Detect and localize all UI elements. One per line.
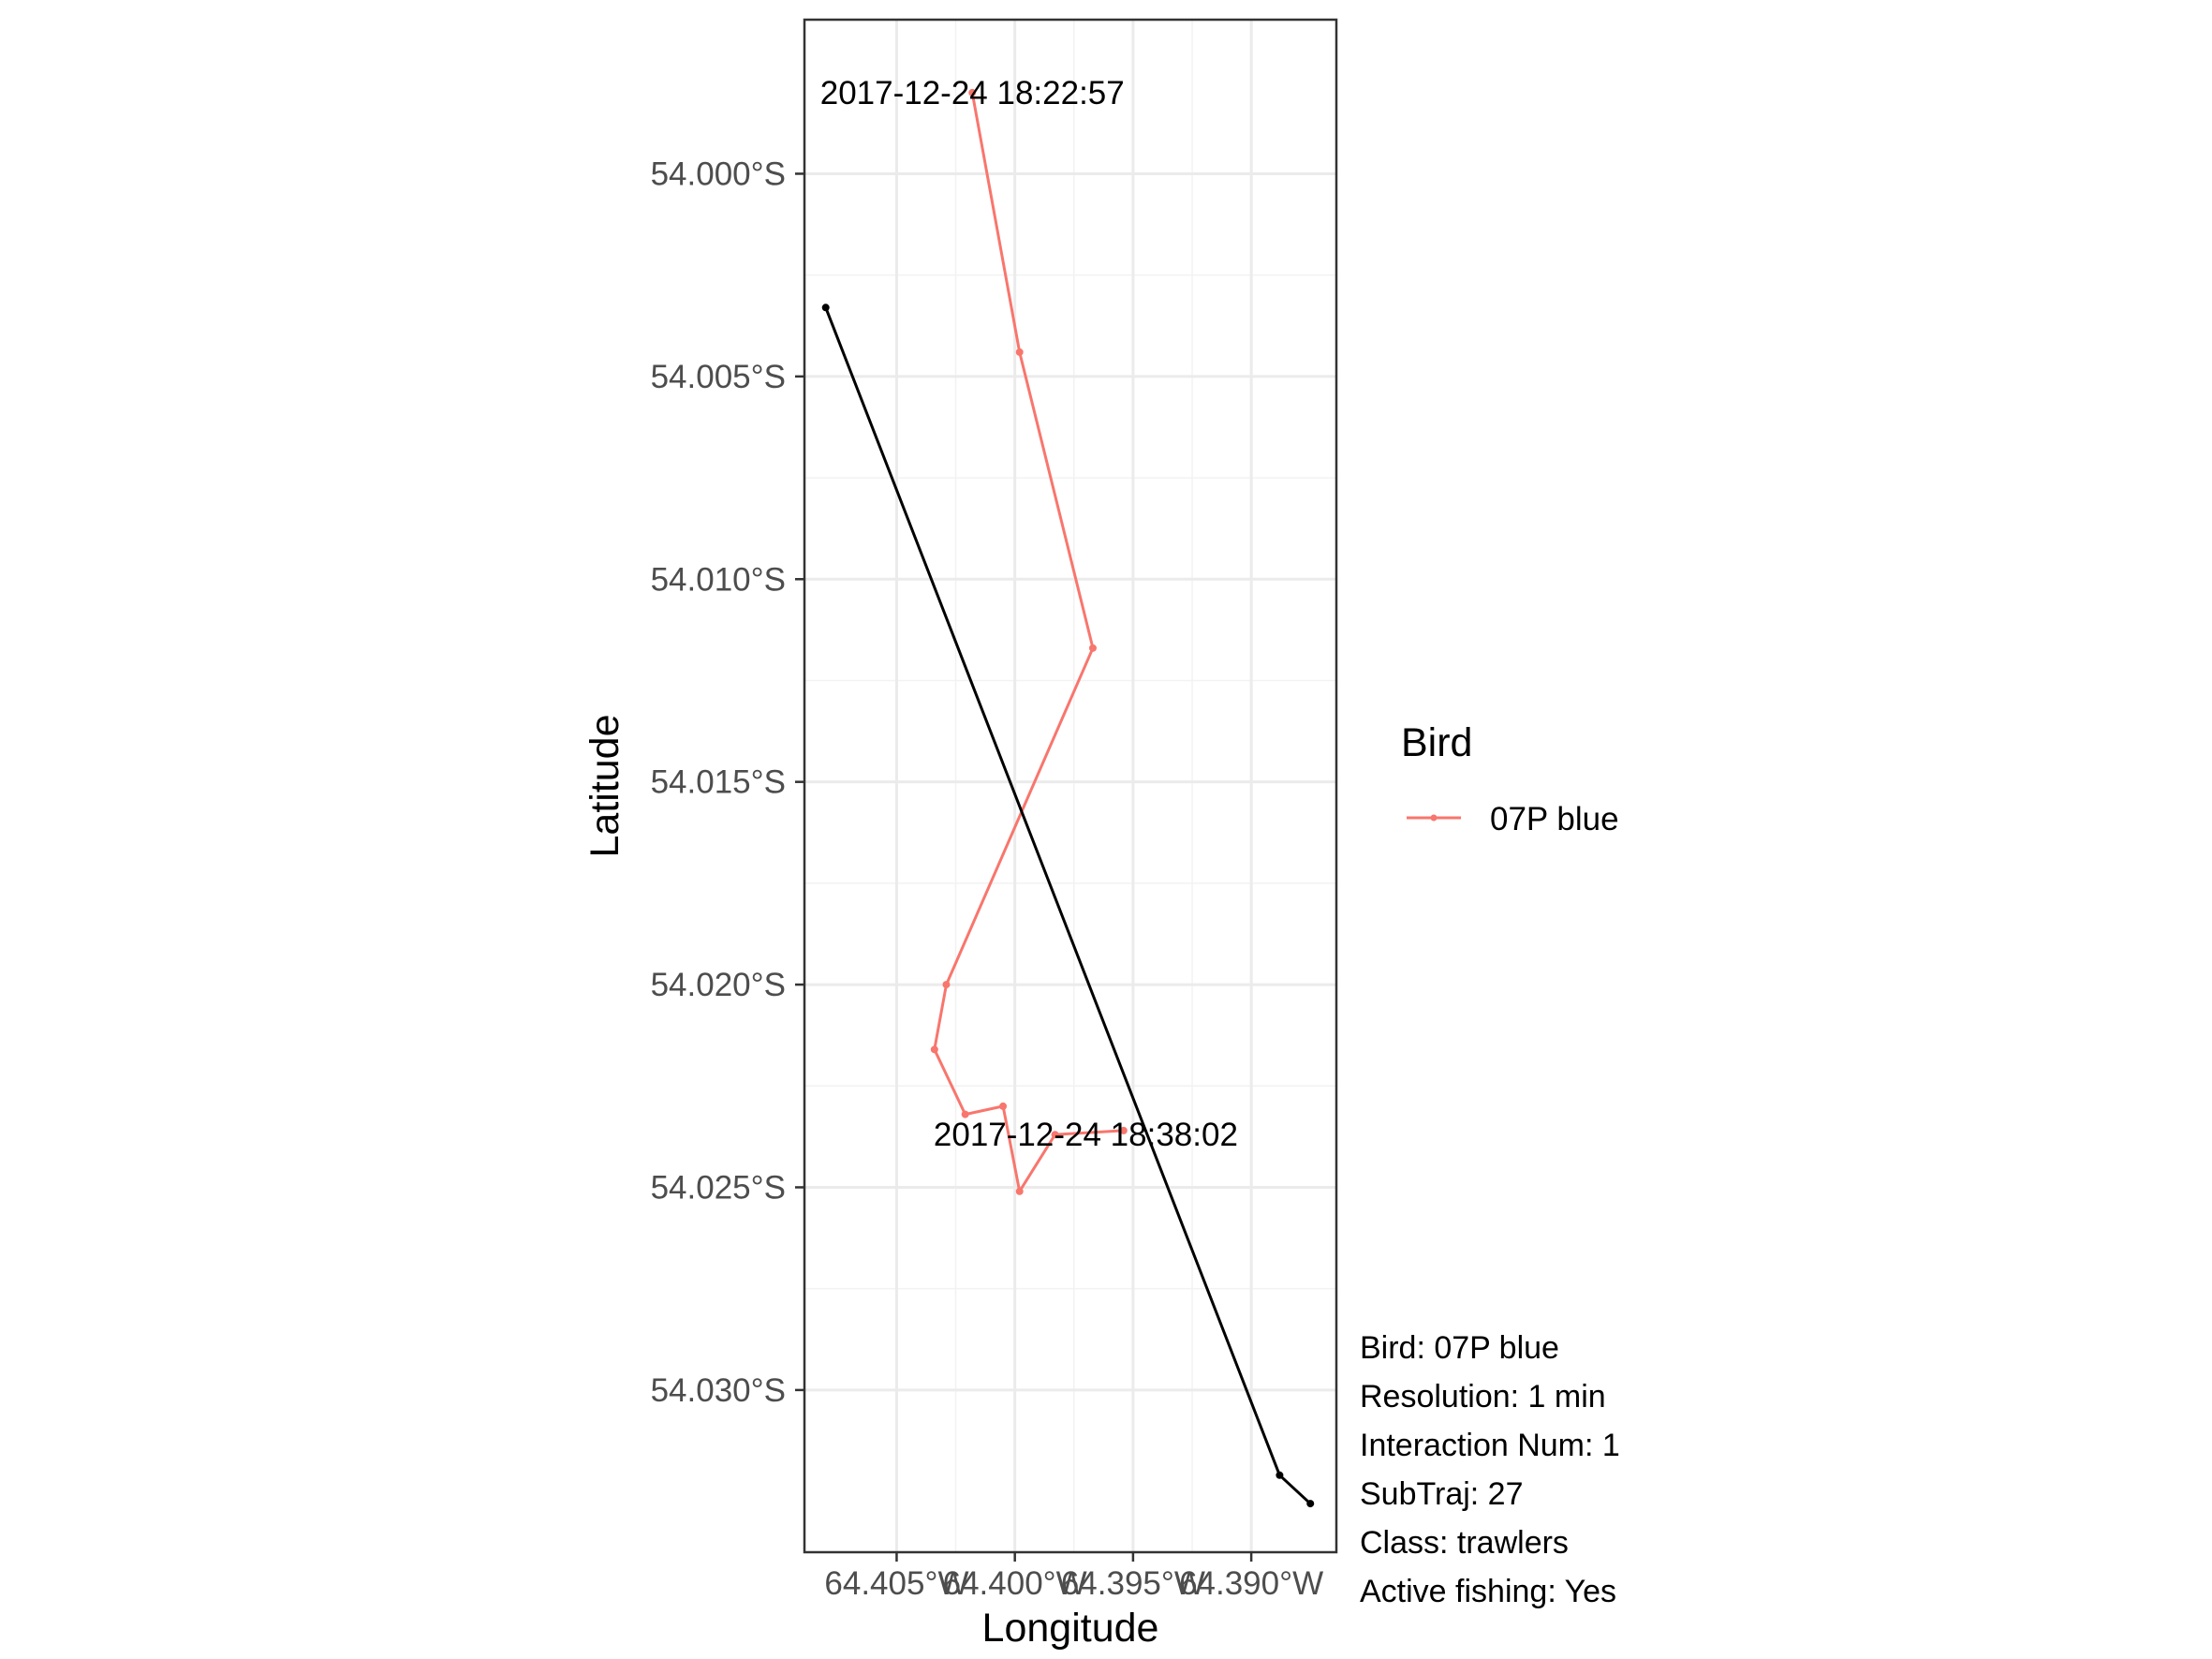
timestamp-annotation: 2017-12-24 18:22:57 (820, 75, 1125, 111)
info-box: Bird: 07P blue Resolution: 1 min Interac… (1360, 1330, 1620, 1609)
series-point-0 (1015, 1187, 1024, 1195)
info-bird: Bird: 07P blue (1360, 1330, 1559, 1366)
series-point-0 (942, 981, 951, 989)
annotation-layer: 2017-12-24 18:22:57 2017-12-24 18:38:02 (820, 75, 1238, 1153)
y-tick-label: 54.030°S (651, 1372, 786, 1409)
x-tick-label: 64.390°W (1179, 1565, 1323, 1602)
series-point-0 (930, 1045, 938, 1054)
y-axis: 54.000°S 54.005°S 54.010°S 54.015°S 54.020°S… (651, 156, 804, 1409)
series-layer (821, 88, 1315, 1508)
series-point-1 (1306, 1500, 1315, 1508)
y-tick-label: 54.020°S (651, 967, 786, 1003)
y-tick-label: 54.025°S (651, 1169, 786, 1206)
x-tick-label: 64.395°W (1061, 1565, 1205, 1602)
info-resolution: Resolution: 1 min (1360, 1379, 1606, 1415)
legend-key-point (1430, 814, 1438, 822)
gridlines (804, 20, 1336, 1552)
legend: Bird 07P blue (1401, 720, 1619, 837)
series-point-0 (1119, 1126, 1128, 1134)
series-point-0 (1015, 348, 1024, 356)
info-class: Class: trawlers (1360, 1525, 1569, 1561)
info-subtraj: SubTraj: 27 (1360, 1476, 1524, 1512)
y-axis-title: Latitude (582, 714, 627, 857)
series-point-0 (961, 1110, 969, 1118)
x-axis-title: Longitude (982, 1606, 1159, 1651)
series-point-0 (968, 88, 977, 96)
x-tick-label: 64.400°W (943, 1565, 1087, 1602)
info-interaction-num: Interaction Num: 1 (1360, 1428, 1620, 1463)
legend-label-07p-blue: 07P blue (1490, 801, 1619, 837)
info-active-fishing: Active fishing: Yes (1360, 1574, 1616, 1609)
x-axis: 64.405°W64.400°W64.395°W64.390°W (824, 1552, 1323, 1602)
y-tick-label: 54.010°S (651, 561, 786, 598)
x-tick-label: 64.405°W (824, 1565, 968, 1602)
series-line-0 (933, 92, 1124, 1193)
timestamp-annotation: 2017-12-24 18:38:02 (934, 1117, 1238, 1153)
legend-title: Bird (1401, 720, 1472, 765)
y-tick-label: 54.000°S (651, 156, 786, 192)
plot-panel-border (803, 18, 1338, 1554)
series-point-0 (999, 1102, 1008, 1110)
y-tick-label: 54.005°S (651, 359, 786, 395)
y-tick-label: 54.015°S (651, 764, 786, 801)
series-point-1 (821, 304, 830, 312)
series-point-0 (1088, 644, 1097, 652)
series-point-1 (1276, 1471, 1284, 1479)
series-point-0 (1051, 1131, 1059, 1139)
